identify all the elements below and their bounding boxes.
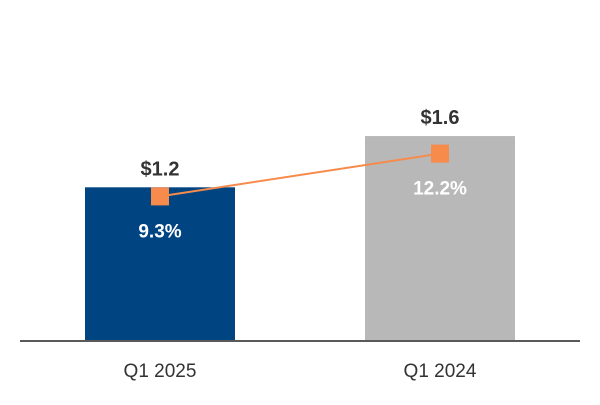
- line-point-marker: [151, 187, 169, 206]
- labels-layer: $1.2 Q1 2025 $1.6 Q1 2024 9.3% 12.2%: [124, 107, 477, 382]
- series-line: [159, 152, 441, 198]
- bar: [365, 136, 515, 341]
- line-value-label: 9.3%: [138, 221, 181, 242]
- bars-layer: [85, 136, 515, 341]
- line-layer: [151, 144, 449, 206]
- bar-value-label: $1.2: [141, 158, 180, 180]
- x-tick-label: Q1 2025: [124, 361, 197, 382]
- line-point-marker: [431, 144, 449, 163]
- bar: [85, 187, 235, 341]
- line-value-label: 12.2%: [413, 179, 467, 200]
- x-tick-label: Q1 2024: [404, 361, 477, 382]
- bar-value-label: $1.6: [421, 107, 460, 129]
